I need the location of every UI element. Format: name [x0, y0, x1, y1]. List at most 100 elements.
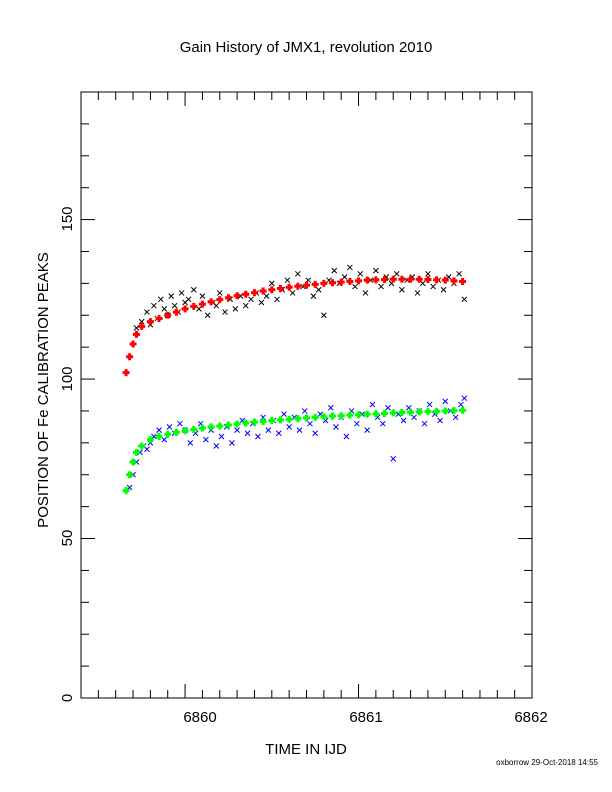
- data-point: [289, 290, 296, 296]
- data-point: [441, 276, 449, 284]
- data-point: [164, 430, 172, 438]
- data-point: [177, 420, 183, 427]
- data-point: [426, 401, 433, 408]
- axis-ticks: [81, 91, 533, 699]
- data-point: [341, 274, 348, 280]
- data-point: [320, 279, 328, 287]
- y-tick-labels: 0 50 100 150: [59, 206, 76, 702]
- data-point: [456, 270, 462, 277]
- y-tick-label-0: 0: [59, 694, 76, 702]
- data-point: [198, 300, 206, 308]
- data-point: [433, 407, 441, 415]
- data-point: [122, 487, 130, 495]
- data-point: [329, 279, 337, 287]
- data-point: [204, 312, 211, 319]
- data-point: [122, 369, 130, 377]
- data-point: [151, 302, 157, 309]
- data-point: [393, 270, 400, 277]
- data-point: [381, 409, 389, 417]
- data-point: [461, 395, 468, 402]
- data-point: [242, 290, 250, 298]
- data-point: [450, 407, 458, 415]
- data-point: [357, 270, 364, 277]
- data-point: [310, 293, 317, 299]
- data-point: [301, 408, 308, 414]
- data-point: [248, 296, 254, 303]
- data-point: [364, 427, 371, 433]
- plot-border: [80, 91, 533, 699]
- data-point: [242, 419, 250, 427]
- data-point: [424, 276, 432, 284]
- data-point: [459, 406, 467, 414]
- data-point: [411, 414, 417, 421]
- data-point: [433, 276, 441, 284]
- data-point: [171, 302, 178, 309]
- data-point: [320, 413, 328, 421]
- data-point: [346, 411, 354, 419]
- data-point: [216, 422, 224, 430]
- y-axis-label: POSITION OF Fe CALIBRATION PEAKS: [35, 252, 52, 528]
- data-point: [138, 442, 146, 450]
- data-point: [389, 409, 397, 417]
- data-point: [229, 439, 235, 446]
- data-point: [459, 277, 467, 285]
- data-point: [329, 412, 337, 420]
- data-point: [389, 275, 397, 283]
- data-point: [172, 428, 180, 436]
- x-tick-labels: 6860 6861 6862: [183, 709, 547, 726]
- data-point: [400, 417, 407, 424]
- data-point: [213, 302, 220, 309]
- data-point: [232, 306, 239, 312]
- x-tick-label-6862: 6862: [514, 709, 547, 726]
- data-point: [284, 277, 291, 284]
- data-point: [275, 430, 282, 437]
- data-point: [234, 427, 240, 433]
- data-point: [286, 424, 293, 430]
- data-point: [181, 427, 189, 435]
- data-point: [133, 325, 140, 331]
- data-point: [346, 277, 354, 285]
- data-point: [458, 401, 464, 408]
- data-point: [390, 455, 397, 462]
- data-point: [398, 275, 406, 283]
- data-point: [190, 286, 197, 293]
- data-point: [425, 270, 431, 277]
- data-point: [381, 276, 389, 284]
- series-1: [122, 275, 467, 377]
- data-point: [398, 409, 406, 417]
- data-point: [347, 264, 353, 271]
- data-point: [369, 401, 376, 408]
- data-point: [198, 424, 206, 432]
- data-point: [144, 446, 150, 453]
- data-point: [259, 417, 267, 425]
- series-3: [122, 406, 467, 495]
- data-point: [442, 398, 449, 405]
- data-point: [276, 416, 284, 424]
- data-point: [437, 417, 443, 424]
- data-point: [126, 353, 134, 361]
- data-point: [461, 296, 468, 303]
- data-point: [296, 427, 303, 433]
- data-point: [190, 302, 198, 310]
- data-point: [199, 293, 206, 299]
- x-axis-label: TIME IN IJD: [265, 741, 347, 758]
- data-point: [190, 425, 198, 433]
- data-point: [445, 274, 452, 280]
- data-point: [327, 404, 334, 411]
- data-point: [355, 411, 363, 419]
- data-point: [337, 412, 345, 420]
- plot-frame: [80, 91, 533, 699]
- data-point: [320, 312, 327, 319]
- data-point: [333, 424, 339, 430]
- data-point: [196, 306, 202, 312]
- data-point: [311, 280, 319, 288]
- data-point: [281, 411, 287, 417]
- y-tick-label-150: 150: [59, 206, 76, 231]
- data-point: [207, 298, 215, 306]
- data-point: [250, 418, 258, 426]
- data-point: [440, 286, 447, 293]
- data-point: [343, 433, 350, 440]
- data-point: [129, 340, 137, 348]
- data-point: [166, 424, 173, 430]
- data-point: [303, 414, 310, 422]
